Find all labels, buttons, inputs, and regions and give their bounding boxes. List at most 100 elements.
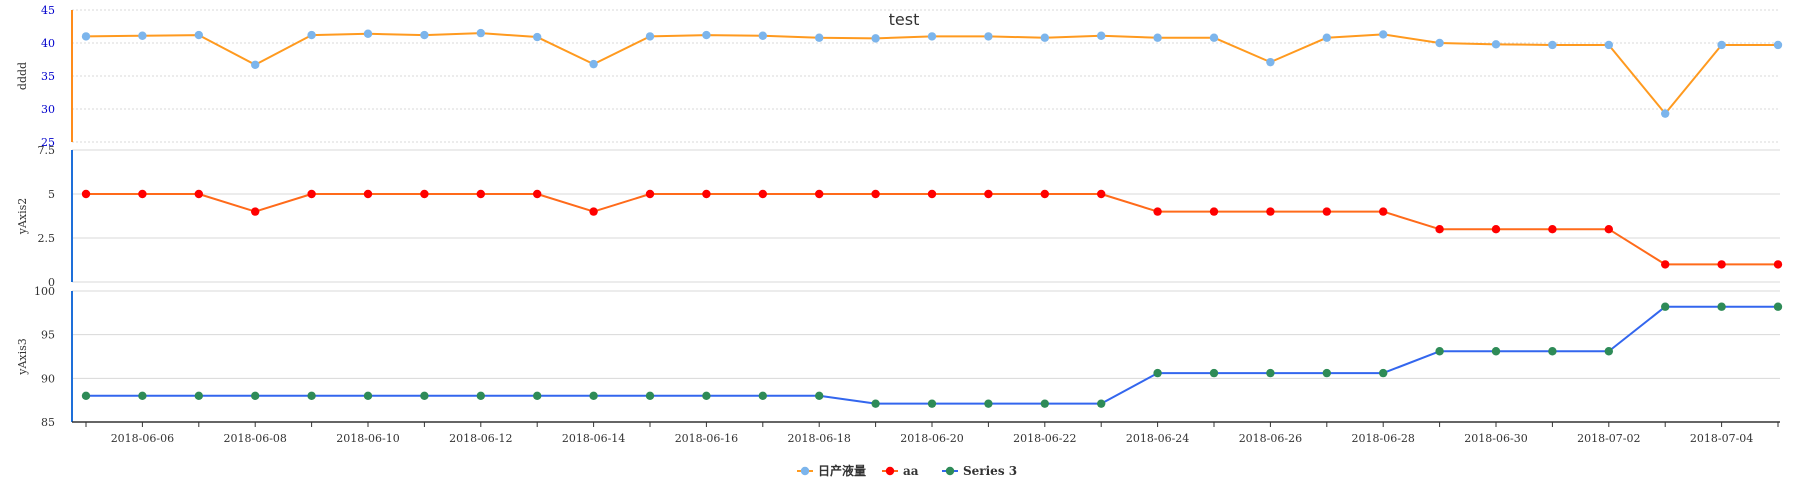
- data-point: [1209, 33, 1219, 42]
- y-axis-label: yAxis2: [16, 198, 29, 236]
- legend-item[interactable]: Series 3: [942, 464, 1017, 478]
- data-point: [1773, 302, 1783, 311]
- data-point: [702, 391, 711, 400]
- legend-label: 日产液量: [818, 463, 866, 478]
- data-point: [1773, 40, 1783, 50]
- x-tick-label: 2018-06-20: [900, 432, 963, 445]
- legend-item[interactable]: aa: [882, 464, 919, 478]
- y-tick-label: 45: [41, 4, 55, 17]
- data-point: [1040, 189, 1050, 199]
- y-tick-label: 100: [34, 285, 55, 298]
- data-point: [871, 399, 880, 408]
- data-point: [1548, 347, 1557, 356]
- data-point: [307, 30, 316, 40]
- data-point: [533, 189, 542, 199]
- x-tick-label: 2018-06-24: [1126, 432, 1189, 445]
- series-line: [85, 32, 1778, 115]
- data-point: [645, 391, 655, 400]
- data-point: [871, 189, 880, 199]
- data-point: [1322, 207, 1332, 216]
- legend-marker-icon: [945, 466, 955, 476]
- data-point: [645, 32, 655, 41]
- data-point: [927, 189, 937, 199]
- data-point: [1097, 31, 1106, 40]
- data-point: [1040, 399, 1050, 408]
- y-axis-label: dddd: [16, 62, 29, 90]
- x-tick-label: 2018-06-22: [1013, 432, 1076, 445]
- y-tick-label: 7.5: [38, 144, 56, 157]
- data-point: [476, 28, 485, 38]
- data-point: [81, 189, 91, 199]
- data-point: [138, 189, 147, 199]
- x-tick-label: 2018-06-14: [562, 432, 625, 445]
- data-point: [420, 189, 429, 199]
- data-point: [251, 391, 260, 400]
- data-point: [1097, 399, 1106, 408]
- legend-marker-icon: [885, 466, 895, 476]
- data-point: [1322, 33, 1332, 42]
- series-line: [86, 305, 1778, 405]
- data-point: [1379, 30, 1388, 39]
- data-point: [589, 59, 598, 69]
- data-point: [1604, 347, 1614, 356]
- data-point: [1266, 368, 1275, 378]
- data-point: [1153, 368, 1162, 378]
- y-tick-label: 95: [41, 329, 55, 342]
- x-tick-label: 2018-07-04: [1690, 432, 1753, 445]
- data-point: [702, 30, 711, 40]
- data-point: [984, 399, 993, 408]
- data-point: [1097, 189, 1106, 199]
- legend-label: Series 3: [963, 464, 1017, 478]
- data-point: [758, 31, 767, 40]
- y-tick-label: 35: [41, 70, 55, 83]
- data-point: [1548, 225, 1557, 234]
- data-point: [363, 29, 373, 38]
- data-point: [1661, 302, 1670, 311]
- data-point: [1491, 347, 1501, 356]
- x-tick-label: 2018-06-08: [223, 432, 286, 445]
- data-point: [1153, 207, 1162, 216]
- data-point: [251, 207, 260, 216]
- data-point: [1435, 347, 1444, 356]
- data-point: [1266, 207, 1275, 216]
- y-tick-label: 40: [41, 37, 55, 50]
- data-point: [1266, 57, 1275, 67]
- data-point: [194, 391, 203, 400]
- x-tick-label: 2018-06-12: [449, 432, 512, 445]
- y-tick-label: 0: [48, 276, 55, 289]
- data-point: [1040, 33, 1050, 42]
- data-point: [476, 391, 485, 400]
- y-tick-label: 5: [48, 188, 55, 201]
- data-point: [81, 391, 91, 400]
- y-tick-label: 30: [41, 103, 55, 116]
- legend-marker-icon: [800, 466, 810, 476]
- data-point: [1661, 109, 1670, 118]
- data-point: [984, 189, 993, 199]
- legend-item[interactable]: 日产液量: [797, 463, 866, 478]
- data-point: [758, 189, 767, 199]
- data-point: [589, 391, 598, 400]
- data-point: [1435, 225, 1444, 234]
- data-point: [1379, 207, 1388, 216]
- chart-title: test: [889, 10, 920, 29]
- x-tick-label: 2018-06-16: [675, 432, 738, 445]
- data-point: [1661, 260, 1670, 269]
- data-point: [589, 207, 598, 216]
- x-tick-label: 2018-06-18: [787, 432, 850, 445]
- data-point: [1379, 368, 1388, 378]
- x-tick-label: 2018-06-30: [1464, 432, 1527, 445]
- data-point: [138, 31, 147, 40]
- data-point: [1435, 38, 1444, 48]
- panel-3: 85 90 95 100 yAxis3: [16, 285, 1783, 429]
- y-axis-label: yAxis3: [16, 338, 29, 376]
- data-point: [1548, 40, 1557, 50]
- data-point: [1209, 207, 1219, 216]
- data-point: [194, 189, 203, 199]
- data-point: [984, 32, 993, 41]
- data-point: [533, 32, 542, 42]
- data-point: [307, 391, 316, 400]
- x-tick-label: 2018-06-10: [336, 432, 399, 445]
- data-point: [758, 391, 767, 400]
